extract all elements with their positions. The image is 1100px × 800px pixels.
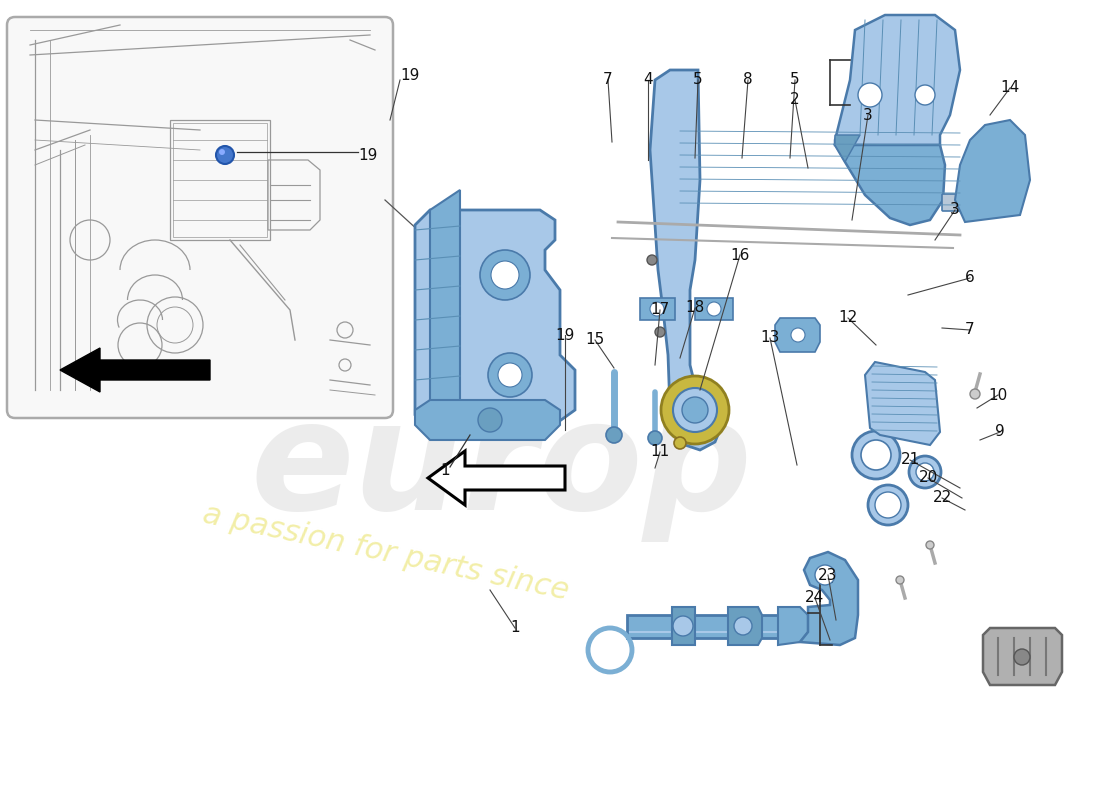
Circle shape — [650, 302, 664, 316]
Circle shape — [673, 388, 717, 432]
Text: 21: 21 — [901, 453, 920, 467]
Text: europ: europ — [250, 393, 752, 542]
Polygon shape — [955, 120, 1030, 222]
Circle shape — [498, 363, 522, 387]
Polygon shape — [415, 400, 560, 440]
Text: 20: 20 — [918, 470, 937, 486]
Text: 19: 19 — [358, 148, 377, 163]
Polygon shape — [865, 362, 940, 445]
Circle shape — [858, 83, 882, 107]
Text: 4: 4 — [644, 73, 652, 87]
Circle shape — [916, 463, 934, 481]
Text: 5: 5 — [693, 73, 703, 87]
Text: 10: 10 — [989, 387, 1008, 402]
FancyBboxPatch shape — [7, 17, 393, 418]
Polygon shape — [778, 607, 808, 645]
Polygon shape — [428, 451, 565, 505]
Polygon shape — [983, 628, 1062, 685]
Polygon shape — [835, 15, 960, 145]
Circle shape — [896, 576, 904, 584]
Text: 11: 11 — [650, 445, 670, 459]
Text: 17: 17 — [650, 302, 670, 318]
Polygon shape — [60, 348, 210, 392]
Circle shape — [791, 328, 805, 342]
Circle shape — [926, 541, 934, 549]
Text: 24: 24 — [805, 590, 825, 606]
Polygon shape — [430, 190, 460, 435]
Text: 1: 1 — [510, 621, 520, 635]
Polygon shape — [835, 135, 860, 162]
Text: 7: 7 — [603, 73, 613, 87]
Polygon shape — [627, 615, 780, 638]
Circle shape — [1014, 649, 1030, 665]
Text: 19: 19 — [556, 327, 574, 342]
Text: 18: 18 — [685, 301, 705, 315]
Text: 12: 12 — [838, 310, 858, 326]
FancyBboxPatch shape — [640, 298, 675, 320]
Circle shape — [815, 565, 835, 585]
Text: 6: 6 — [965, 270, 975, 286]
Polygon shape — [835, 145, 945, 225]
Text: 3: 3 — [950, 202, 960, 218]
Circle shape — [216, 146, 234, 164]
Circle shape — [674, 437, 686, 449]
Polygon shape — [776, 318, 820, 352]
Circle shape — [478, 408, 502, 432]
Text: 9: 9 — [996, 425, 1005, 439]
Circle shape — [606, 427, 621, 443]
Text: 8: 8 — [744, 73, 752, 87]
Circle shape — [861, 440, 891, 470]
Circle shape — [970, 389, 980, 399]
Circle shape — [673, 616, 693, 636]
Circle shape — [868, 485, 908, 525]
Text: 3: 3 — [864, 107, 873, 122]
Text: 16: 16 — [730, 247, 750, 262]
Circle shape — [491, 261, 519, 289]
Text: 1: 1 — [440, 463, 450, 478]
Circle shape — [654, 327, 666, 337]
Polygon shape — [800, 552, 858, 645]
Circle shape — [682, 397, 708, 423]
Text: 2: 2 — [790, 93, 800, 107]
Polygon shape — [415, 210, 575, 435]
Circle shape — [915, 85, 935, 105]
Text: 15: 15 — [585, 333, 605, 347]
Text: 22: 22 — [933, 490, 952, 506]
Text: 19: 19 — [400, 68, 419, 83]
Text: 13: 13 — [760, 330, 780, 346]
Circle shape — [874, 492, 901, 518]
Text: a passion for parts since: a passion for parts since — [200, 500, 572, 606]
Circle shape — [597, 637, 623, 663]
Polygon shape — [430, 405, 540, 435]
FancyBboxPatch shape — [942, 194, 966, 211]
FancyBboxPatch shape — [695, 298, 734, 320]
Circle shape — [852, 431, 900, 479]
Text: 23: 23 — [818, 567, 838, 582]
Circle shape — [909, 456, 940, 488]
Circle shape — [488, 353, 532, 397]
Text: 7: 7 — [965, 322, 975, 338]
Polygon shape — [728, 607, 762, 645]
Circle shape — [648, 431, 662, 445]
Circle shape — [480, 250, 530, 300]
Polygon shape — [672, 607, 695, 645]
Circle shape — [734, 617, 752, 635]
Circle shape — [647, 255, 657, 265]
Text: 14: 14 — [1000, 81, 1020, 95]
Circle shape — [707, 302, 721, 316]
Circle shape — [219, 149, 225, 155]
Text: 5: 5 — [790, 73, 800, 87]
Polygon shape — [650, 70, 722, 450]
Circle shape — [661, 376, 729, 444]
